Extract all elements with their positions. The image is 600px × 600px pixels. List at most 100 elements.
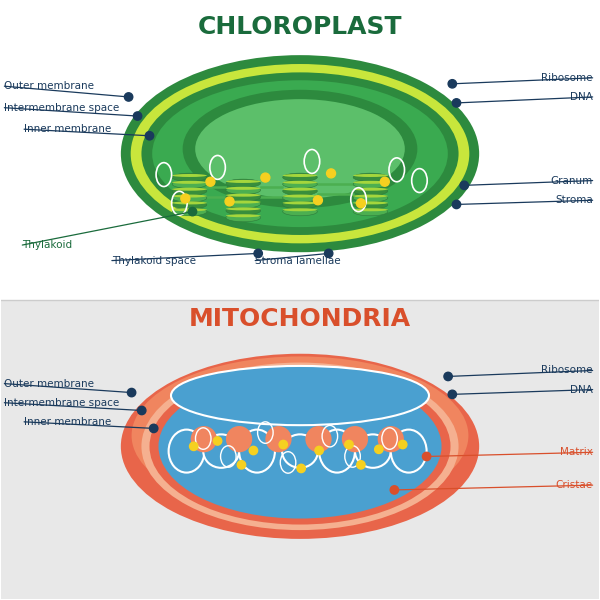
Circle shape: [133, 112, 142, 120]
Ellipse shape: [152, 80, 448, 227]
Ellipse shape: [353, 208, 388, 216]
Ellipse shape: [319, 430, 355, 473]
Text: Stroma: Stroma: [555, 195, 593, 205]
Circle shape: [452, 200, 461, 209]
Ellipse shape: [169, 430, 205, 473]
Ellipse shape: [226, 200, 260, 208]
Ellipse shape: [282, 434, 318, 468]
Ellipse shape: [172, 188, 207, 191]
Ellipse shape: [226, 193, 260, 201]
Circle shape: [297, 464, 305, 473]
Circle shape: [452, 99, 461, 107]
Bar: [1, 300, 599, 599]
Circle shape: [190, 442, 198, 451]
Ellipse shape: [353, 187, 388, 195]
Circle shape: [124, 93, 133, 101]
Circle shape: [127, 388, 136, 397]
Ellipse shape: [226, 208, 260, 211]
Text: Thylakoid space: Thylakoid space: [112, 256, 196, 266]
Ellipse shape: [226, 426, 252, 452]
Ellipse shape: [283, 208, 317, 211]
Text: Outer membrane: Outer membrane: [4, 379, 94, 389]
Circle shape: [444, 372, 452, 380]
Ellipse shape: [353, 194, 388, 202]
Text: Intermembrane space: Intermembrane space: [4, 103, 119, 113]
Text: Ribosome: Ribosome: [541, 73, 593, 83]
Ellipse shape: [353, 173, 388, 182]
Ellipse shape: [355, 434, 391, 468]
Ellipse shape: [353, 202, 388, 205]
Ellipse shape: [283, 208, 317, 216]
Ellipse shape: [353, 188, 388, 191]
Ellipse shape: [172, 173, 207, 182]
Ellipse shape: [353, 194, 388, 197]
Ellipse shape: [158, 374, 442, 518]
Circle shape: [380, 177, 389, 186]
Ellipse shape: [191, 426, 217, 452]
Circle shape: [261, 173, 270, 182]
Ellipse shape: [172, 181, 207, 184]
Circle shape: [448, 80, 457, 88]
Ellipse shape: [226, 206, 260, 215]
Ellipse shape: [172, 202, 207, 205]
Text: Inner membrane: Inner membrane: [24, 124, 112, 134]
Text: CHLOROPLAST: CHLOROPLAST: [198, 15, 402, 39]
Circle shape: [249, 446, 257, 455]
Ellipse shape: [226, 179, 260, 187]
Ellipse shape: [265, 426, 292, 452]
Ellipse shape: [283, 173, 317, 182]
Ellipse shape: [131, 64, 469, 244]
Circle shape: [313, 196, 322, 205]
Ellipse shape: [353, 181, 388, 184]
Circle shape: [357, 461, 365, 469]
Ellipse shape: [121, 354, 479, 539]
Ellipse shape: [377, 426, 404, 452]
Text: DNA: DNA: [570, 92, 593, 102]
Circle shape: [279, 440, 287, 449]
Ellipse shape: [171, 366, 429, 425]
Ellipse shape: [172, 208, 207, 211]
Circle shape: [181, 194, 190, 203]
Circle shape: [398, 440, 407, 449]
Ellipse shape: [226, 214, 260, 217]
Circle shape: [390, 486, 398, 494]
Ellipse shape: [203, 434, 239, 468]
Ellipse shape: [121, 55, 479, 252]
Ellipse shape: [226, 186, 260, 194]
Text: Outer membrane: Outer membrane: [4, 81, 94, 91]
Circle shape: [356, 199, 365, 208]
Circle shape: [145, 131, 154, 140]
Ellipse shape: [149, 368, 451, 524]
Ellipse shape: [226, 180, 260, 183]
Ellipse shape: [353, 200, 388, 209]
Circle shape: [214, 437, 222, 445]
Ellipse shape: [172, 194, 207, 197]
Circle shape: [315, 446, 323, 455]
Text: DNA: DNA: [570, 385, 593, 395]
Ellipse shape: [172, 200, 207, 209]
Circle shape: [225, 197, 234, 206]
Ellipse shape: [226, 187, 260, 190]
Text: Matrix: Matrix: [560, 447, 593, 457]
Ellipse shape: [283, 180, 317, 188]
Ellipse shape: [226, 194, 260, 197]
Circle shape: [374, 445, 383, 454]
Ellipse shape: [342, 426, 368, 452]
Ellipse shape: [172, 187, 207, 195]
Ellipse shape: [283, 194, 317, 197]
Ellipse shape: [172, 174, 207, 177]
Ellipse shape: [172, 208, 207, 216]
Circle shape: [137, 406, 146, 415]
Ellipse shape: [182, 90, 418, 208]
Circle shape: [188, 208, 197, 216]
Text: Thylakoid: Thylakoid: [22, 240, 73, 250]
Ellipse shape: [391, 430, 427, 473]
Ellipse shape: [172, 194, 207, 202]
Ellipse shape: [283, 187, 317, 195]
Circle shape: [422, 452, 431, 461]
Text: MITOCHONDRIA: MITOCHONDRIA: [189, 307, 411, 331]
Ellipse shape: [131, 356, 469, 515]
Text: Ribosome: Ribosome: [541, 365, 593, 376]
Text: Cristae: Cristae: [556, 480, 593, 490]
Circle shape: [448, 390, 457, 398]
